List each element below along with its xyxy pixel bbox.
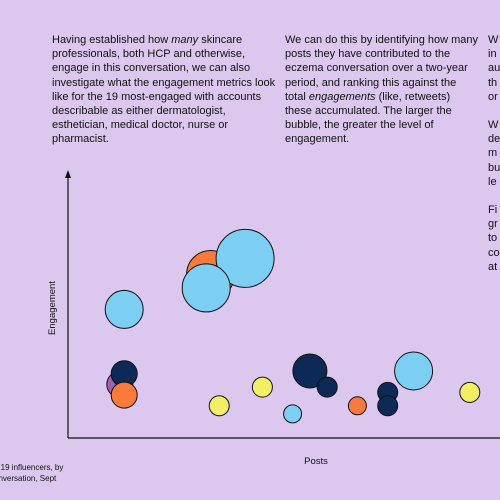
bubble-point-13 [316,376,338,398]
bubble-point-17 [459,381,481,403]
p3-fragment: bu [488,161,500,174]
caption-line: p 19 influencers, by [0,463,64,472]
bubble-point-11 [251,376,273,398]
p3-fragment: or [488,90,498,103]
p3-fragment: Fi [488,204,498,217]
p3-fragment: de [488,133,500,146]
p2-line: period, and ranking this against the [285,76,457,89]
p2-line: total [285,90,309,103]
p1-emphasis: many [171,34,199,46]
p3-fragment: gr [488,218,498,231]
clipped-paragraph: W in au th or W de m bu le Fi gr to co a… [488,33,500,274]
p2-line: engagement. [285,133,350,146]
p3-fragment: W [488,119,499,132]
p2-line: (like, retweets) [375,90,451,103]
x-axis-label: Posts [304,456,328,467]
chart-caption: p 19 influencers, by onversation, Sept [0,462,63,484]
bubble-point-6 [394,351,434,391]
y-axis-arrow [65,170,71,178]
p2-line: eczema conversation over a two-year [285,62,468,75]
bubble-point-10 [208,395,230,417]
p1-line: professionals, both HCP and otherwise, [52,48,246,61]
intro-paragraph: Having established how many skincare pro… [52,33,275,147]
bubble-point-5 [292,353,328,389]
p3-fragment: W [488,34,499,46]
p1-line: pharmacist. [52,133,109,146]
p3-fragment: au [488,62,500,75]
p1-line: engage in this conversation, we can also [52,62,251,75]
p1-line: Having established how [52,34,172,46]
p2-line: bubble, the greater the level of [285,119,434,132]
p1-line: investigate what the engagement metrics … [52,76,276,89]
p3-fragment: th [488,76,498,89]
p2-emphasis: engagements [308,90,376,103]
p3-fragment: at [488,260,498,273]
bubble-point-3 [215,228,275,288]
p3-fragment: to [488,232,498,245]
p1-line: like for the 19 most-engaged with accoun… [52,90,262,103]
p3-fragment: in [488,48,497,61]
bubble-layer [104,228,481,424]
y-axis-label: Engagement [47,281,58,335]
bubble-point-12 [283,404,303,424]
p3-fragment: m [488,147,498,160]
bubble-point-14 [347,396,367,416]
bubble-point-4 [181,263,231,313]
p2-line: posts they have contributed to the [285,48,451,61]
p1-line: describable as either dermatologist, [52,105,226,118]
bubble-point-9 [110,381,138,409]
method-paragraph: We can do this by identifying how many p… [285,33,478,147]
caption-line: onversation, Sept [0,474,57,483]
p2-line: these accumulated. The larger the [285,105,452,118]
bubble-point-1 [104,289,144,329]
p2-line: We can do this by identifying how many [285,34,479,46]
chart-axes [65,170,500,439]
p1-line: skincare [198,34,243,46]
p3-fragment: le [488,175,497,188]
bubble-point-16 [377,395,399,417]
p3-fragment: co [488,246,500,259]
p1-line: esthetician, medical doctor, nurse or [52,119,229,132]
